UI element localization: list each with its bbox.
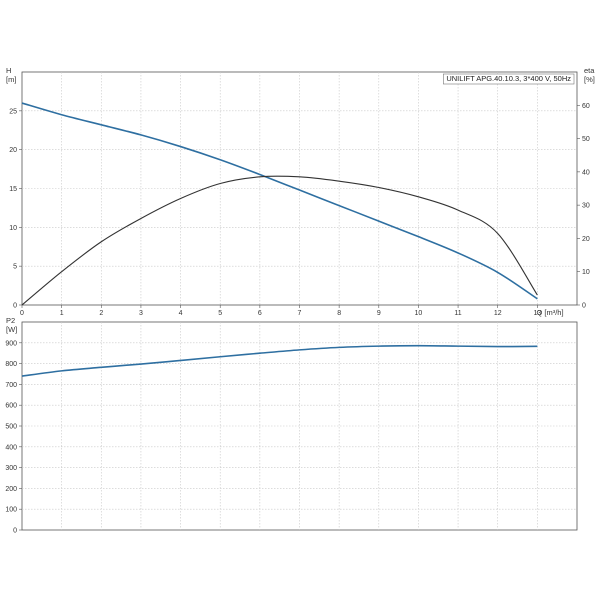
series-line-0 <box>21 344 538 377</box>
y-axis-label-name: H <box>6 66 11 75</box>
y-tick-label: 25 <box>9 108 17 115</box>
x-tick-label: 3 <box>139 310 143 317</box>
y-axis-label-unit: [W] <box>6 325 17 334</box>
y-tick-label: 10 <box>9 225 17 232</box>
x-tick-label: 1 <box>60 310 64 317</box>
x-tick-label: 6 <box>258 310 262 317</box>
y2-tick-label: 50 <box>582 136 590 143</box>
x-tick-label: 9 <box>377 310 381 317</box>
series-line-1 <box>21 175 538 306</box>
series-line-0 <box>21 102 538 300</box>
y2-tick-label: 40 <box>582 169 590 176</box>
x-tick-label: 7 <box>298 310 302 317</box>
y-axis-label-name: P2 <box>6 316 15 325</box>
legend-box <box>443 73 575 85</box>
y-tick-label: 500 <box>5 424 17 431</box>
y-tick-label: 5 <box>13 264 17 271</box>
y-axis-label-unit: [m] <box>6 75 16 84</box>
y2-tick-label: 20 <box>582 236 590 243</box>
x-tick-label: 4 <box>179 310 183 317</box>
y-tick-label: 0 <box>13 303 17 310</box>
y2-axis-label-name: eta <box>584 66 595 75</box>
y-tick-label: 800 <box>5 361 17 368</box>
y-tick-label: 400 <box>5 444 17 451</box>
x-tick-label: 13 <box>533 310 541 317</box>
y-tick-label: 300 <box>5 465 17 472</box>
power-panel: 0 100 200 300 400 500 600 700 800 900 P2[W] <box>5 316 578 535</box>
x-tick-label: 5 <box>218 310 222 317</box>
x-tick-label: 0 <box>20 310 24 317</box>
x-tick-label: 12 <box>494 310 502 317</box>
y-tick-label: 700 <box>5 382 17 389</box>
y-tick-label: 20 <box>9 147 17 154</box>
y-tick-label: 100 <box>5 507 17 514</box>
legend: UNILIFT APG.40.10.3, 3*400 V, 50Hz <box>443 73 575 85</box>
y2-tick-label: 30 <box>582 203 590 210</box>
x-tick-label: 10 <box>415 310 423 317</box>
x-tick-label: 8 <box>337 310 341 317</box>
y-tick-label: 600 <box>5 403 17 410</box>
y2-tick-label: 10 <box>582 269 590 276</box>
y-tick-label: 900 <box>5 340 17 347</box>
legend-text: UNILIFT APG.40.10.3, 3*400 V, 50Hz <box>446 74 571 83</box>
y2-tick-label: 0 <box>582 303 586 310</box>
y-tick-label: 200 <box>5 486 17 493</box>
y-tick-label: 0 <box>13 528 17 535</box>
x-tick-label: 11 <box>454 310 461 317</box>
x-axis-label: Q [m³/h] <box>536 308 563 317</box>
y2-axis-label-unit: [%] <box>584 75 595 84</box>
y2-tick-label: 60 <box>582 103 590 110</box>
y-tick-label: 15 <box>9 186 17 193</box>
x-tick-label: 2 <box>99 310 103 317</box>
